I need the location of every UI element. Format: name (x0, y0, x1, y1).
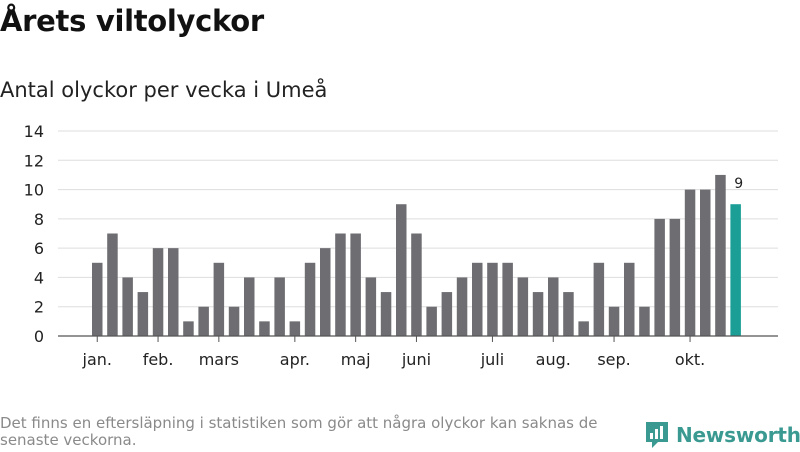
bar (289, 321, 301, 336)
y-tick-label: 4 (34, 268, 44, 287)
footnote: Det finns en eftersläpning i statistiken… (0, 414, 598, 449)
x-tick-label: sep. (597, 350, 630, 369)
bar-chart: 0 2 4 6 8 10 12 14 9 jan. feb. mars apr. maj juni juli a… (24, 122, 778, 369)
bar (137, 292, 149, 336)
bar (396, 204, 407, 336)
bar (92, 262, 103, 336)
bar (380, 292, 392, 336)
bar (304, 262, 316, 336)
bar (152, 248, 164, 336)
bar (274, 277, 285, 336)
bar (441, 292, 453, 336)
bar (350, 233, 361, 336)
bar (563, 292, 574, 336)
newsworthy-logo-icon (646, 422, 668, 448)
bar (578, 321, 589, 336)
bar (548, 277, 559, 336)
bar (669, 218, 681, 336)
bar (684, 189, 696, 336)
bar (456, 277, 468, 336)
y-tick-label: 2 (34, 298, 44, 317)
bar (320, 248, 331, 336)
bar (107, 233, 118, 336)
bar (426, 306, 437, 336)
bar (700, 189, 711, 336)
y-tick-label: 6 (34, 239, 44, 258)
bar (365, 277, 377, 336)
bar (244, 277, 255, 336)
bar (654, 218, 665, 336)
x-tick-label: mars (199, 350, 239, 369)
bar (532, 292, 544, 336)
bar (472, 262, 483, 336)
x-tick-label: okt. (675, 350, 705, 369)
y-tick-label: 14 (24, 122, 44, 141)
bar (228, 306, 240, 336)
x-tick-label: jan. (82, 350, 112, 369)
bar (198, 306, 209, 336)
bar (639, 306, 650, 336)
x-tick-label: apr. (280, 350, 310, 369)
brand-name: Newsworthy (676, 423, 800, 447)
bar (502, 262, 513, 336)
x-tick-label: juni (401, 350, 431, 369)
bar (411, 233, 422, 336)
data-label: 9 (734, 176, 743, 192)
x-tick-label: maj (341, 350, 371, 369)
bar (593, 262, 605, 336)
bar (487, 262, 498, 336)
bar (213, 262, 225, 336)
chart-title: Årets viltolyckor (0, 4, 264, 38)
bar (122, 277, 133, 336)
bar-highlight (730, 204, 741, 336)
bar (183, 321, 194, 336)
brand-logo[interactable]: Newsworthy (644, 418, 800, 452)
bar (517, 277, 529, 336)
bar (715, 174, 726, 336)
bar (624, 262, 635, 336)
x-tick-label: juli (480, 350, 504, 369)
bar (608, 306, 620, 336)
y-tick-label: 8 (34, 210, 44, 229)
x-tick-label: aug. (536, 350, 571, 369)
bar (168, 248, 179, 336)
bar (259, 321, 270, 336)
chart-subtitle: Antal olyckor per vecka i Umeå (0, 78, 328, 102)
y-tick-label: 10 (24, 181, 44, 200)
x-tick-label: feb. (143, 350, 174, 369)
y-tick-label: 12 (24, 151, 44, 170)
y-tick-label: 0 (34, 327, 44, 346)
bar (335, 233, 346, 336)
